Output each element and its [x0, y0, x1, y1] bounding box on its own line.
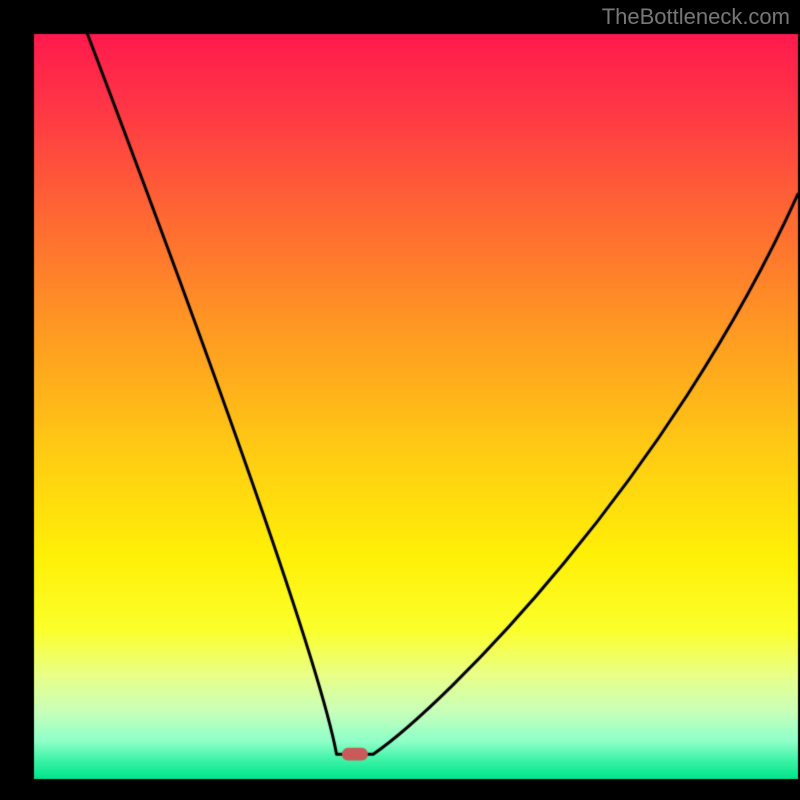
- bottleneck-curve-chart: [0, 0, 800, 800]
- watermark-label: TheBottleneck.com: [602, 4, 790, 30]
- chart-container: TheBottleneck.com: [0, 0, 800, 800]
